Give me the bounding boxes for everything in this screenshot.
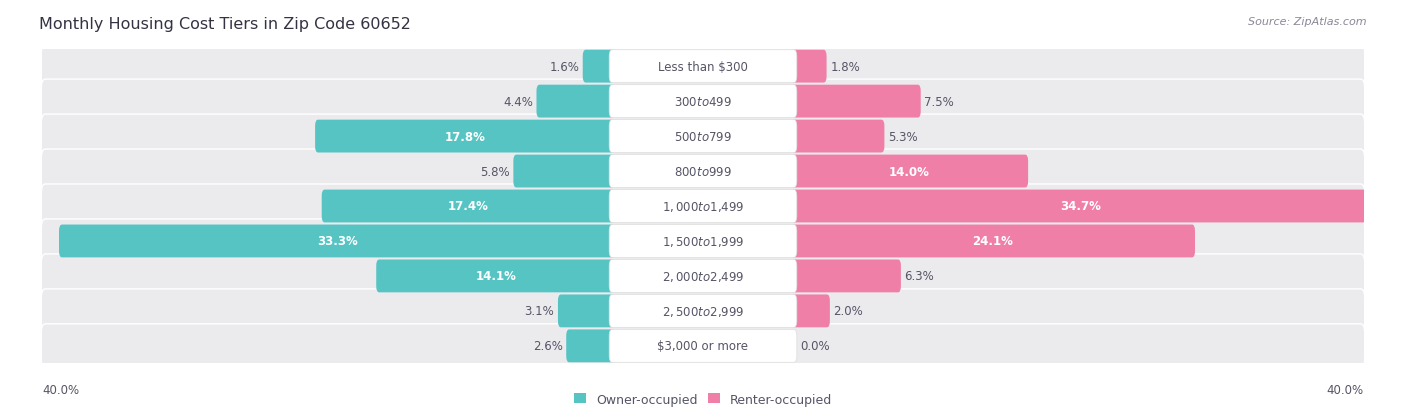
FancyBboxPatch shape (609, 120, 797, 153)
FancyBboxPatch shape (513, 155, 614, 188)
Text: 14.0%: 14.0% (889, 165, 929, 178)
FancyBboxPatch shape (609, 260, 797, 293)
FancyBboxPatch shape (322, 190, 614, 223)
Text: 1.8%: 1.8% (830, 61, 860, 74)
FancyBboxPatch shape (609, 330, 797, 362)
FancyBboxPatch shape (792, 190, 1369, 223)
Text: $1,000 to $1,499: $1,000 to $1,499 (662, 199, 744, 214)
FancyBboxPatch shape (609, 51, 797, 83)
Text: $2,000 to $2,499: $2,000 to $2,499 (662, 269, 744, 283)
FancyBboxPatch shape (567, 330, 614, 362)
FancyBboxPatch shape (41, 219, 1365, 263)
Text: 40.0%: 40.0% (42, 382, 79, 396)
Text: 5.3%: 5.3% (889, 130, 918, 143)
FancyBboxPatch shape (41, 289, 1365, 333)
Text: $1,500 to $1,999: $1,500 to $1,999 (662, 235, 744, 248)
FancyBboxPatch shape (41, 324, 1365, 368)
Text: 17.8%: 17.8% (444, 130, 485, 143)
FancyBboxPatch shape (792, 295, 830, 328)
Text: 40.0%: 40.0% (1327, 382, 1364, 396)
Text: 34.7%: 34.7% (1060, 200, 1101, 213)
FancyBboxPatch shape (59, 225, 614, 258)
FancyBboxPatch shape (792, 85, 921, 118)
FancyBboxPatch shape (792, 225, 1195, 258)
Legend: Owner-occupied, Renter-occupied: Owner-occupied, Renter-occupied (568, 388, 838, 411)
FancyBboxPatch shape (609, 155, 797, 188)
Text: 4.4%: 4.4% (503, 95, 533, 108)
FancyBboxPatch shape (41, 80, 1365, 124)
FancyBboxPatch shape (41, 185, 1365, 228)
Text: $800 to $999: $800 to $999 (673, 165, 733, 178)
Text: Less than $300: Less than $300 (658, 61, 748, 74)
Text: 24.1%: 24.1% (973, 235, 1014, 248)
Text: Source: ZipAtlas.com: Source: ZipAtlas.com (1249, 17, 1367, 26)
FancyBboxPatch shape (558, 295, 614, 328)
FancyBboxPatch shape (582, 51, 614, 83)
Text: 3.1%: 3.1% (524, 305, 554, 318)
FancyBboxPatch shape (41, 254, 1365, 298)
FancyBboxPatch shape (792, 155, 1028, 188)
Text: 1.6%: 1.6% (550, 61, 579, 74)
Text: 0.0%: 0.0% (800, 339, 830, 352)
Text: 6.3%: 6.3% (904, 270, 935, 283)
FancyBboxPatch shape (609, 295, 797, 328)
FancyBboxPatch shape (377, 260, 614, 293)
FancyBboxPatch shape (41, 45, 1365, 89)
FancyBboxPatch shape (609, 225, 797, 258)
Text: 17.4%: 17.4% (449, 200, 489, 213)
Text: 14.1%: 14.1% (475, 270, 516, 283)
Text: $500 to $799: $500 to $799 (673, 130, 733, 143)
Text: Monthly Housing Cost Tiers in Zip Code 60652: Monthly Housing Cost Tiers in Zip Code 6… (39, 17, 411, 31)
FancyBboxPatch shape (537, 85, 614, 118)
Text: 33.3%: 33.3% (316, 235, 357, 248)
FancyBboxPatch shape (41, 115, 1365, 159)
FancyBboxPatch shape (609, 190, 797, 223)
Text: $3,000 or more: $3,000 or more (658, 339, 748, 352)
Text: $2,500 to $2,999: $2,500 to $2,999 (662, 304, 744, 318)
Text: 7.5%: 7.5% (924, 95, 955, 108)
FancyBboxPatch shape (41, 150, 1365, 194)
FancyBboxPatch shape (315, 120, 614, 153)
FancyBboxPatch shape (609, 85, 797, 118)
Text: 2.0%: 2.0% (834, 305, 863, 318)
FancyBboxPatch shape (792, 260, 901, 293)
Text: $300 to $499: $300 to $499 (673, 95, 733, 108)
FancyBboxPatch shape (792, 120, 884, 153)
Text: 5.8%: 5.8% (479, 165, 510, 178)
FancyBboxPatch shape (792, 51, 827, 83)
Text: 2.6%: 2.6% (533, 339, 562, 352)
